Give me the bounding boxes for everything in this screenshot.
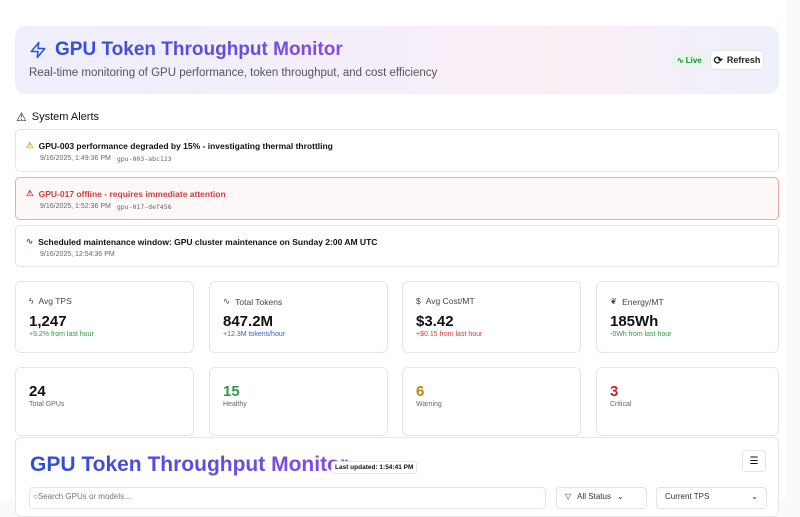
alert-warning: ⚠ GPU-003 performance degraded by 15% - i… [15, 129, 779, 172]
activity-icon: ∿ [26, 236, 34, 246]
sort-value: Current TPS [665, 492, 710, 501]
metric-change: +5.2% from last hour [29, 331, 94, 338]
warning-icon: ⚠ [16, 110, 27, 124]
alert-info: ∿ Scheduled maintenance window: GPU clust… [15, 225, 779, 267]
alert-time: 9/16/2025, 1:49:36 PM [40, 155, 111, 162]
metric-value: 185Wh [610, 313, 659, 330]
monitor-panel: GPU Token Throughput Monitor Last update… [15, 437, 779, 517]
list-view-button[interactable]: ☰ [742, 450, 766, 472]
count-label: Critical [610, 401, 632, 408]
sort-select[interactable]: Current TPS ⌄ [656, 487, 767, 509]
count-label: Total GPUs [29, 401, 65, 408]
count-card-warning: 6 Warning [402, 367, 581, 436]
alert-time: 9/16/2025, 12:54:36 PM [40, 251, 115, 258]
zap-icon: ϟ [29, 296, 34, 306]
metric-value: 847.2M [223, 313, 274, 330]
search-placeholder: Search GPUs or models... [37, 492, 131, 501]
filter-icon: ▽ [565, 492, 572, 501]
metric-card-avg-cost: $ Avg Cost/MT $3.42 +$0.15 from last hour [402, 281, 581, 353]
search-icon: ○ [33, 492, 38, 501]
status-filter-value: All Status [577, 492, 611, 501]
metric-label: Avg Cost/MT [425, 296, 475, 306]
live-badge: ∿ Live [672, 53, 707, 67]
refresh-icon: ⟳ [713, 54, 723, 67]
metric-value: 1,247 [29, 313, 67, 330]
alert-message: GPU-003 performance degraded by 15% - in… [38, 140, 333, 151]
metric-change: -0Wh from last hour [610, 331, 672, 338]
search-input[interactable]: ○Search GPUs or models... [29, 487, 546, 509]
metric-label: Total Tokens [235, 296, 283, 307]
warning-icon: ⚠ [26, 188, 34, 198]
count-label: Healthy [223, 401, 247, 408]
page-title: GPU Token Throughput Monitor [55, 39, 343, 60]
alerts-title: System Alerts [31, 111, 100, 123]
panel-title: GPU Token Throughput Monitor [30, 453, 349, 476]
alert-message: GPU-017 offline - requires immediate att… [38, 188, 226, 199]
metric-change: +$0.15 from last hour [416, 331, 483, 338]
count-value: 15 [223, 383, 240, 400]
alert-error: ⚠ GPU-017 offline - requires immediate at… [15, 177, 779, 220]
metric-value: $3.42 [416, 313, 454, 330]
page-subtitle: Real-time monitoring of GPU performance,… [29, 67, 438, 79]
list-icon: ☰ [749, 455, 759, 467]
activity-icon: ∿ [677, 55, 684, 65]
metric-card-total-tokens: ∿ Total Tokens 847.2M +12.3M tokens/hour [209, 281, 388, 353]
zap-icon [30, 41, 46, 59]
alert-gpu-id: gpu-003-abc123 [116, 155, 172, 163]
alert-message: Scheduled maintenance window: GPU cluste… [38, 236, 378, 247]
alerts-heading: ⚠ System Alerts [16, 110, 99, 124]
dollar-icon: $ [416, 296, 421, 306]
refresh-label: Refresh [726, 55, 761, 65]
count-value: 3 [610, 383, 619, 400]
metric-card-energy: ❦ Energy/MT 185Wh -0Wh from last hour [596, 281, 779, 353]
metric-label: Energy/MT [622, 296, 664, 307]
count-card-critical: 3 Critical [596, 367, 779, 436]
page: GPU Token Throughput Monitor Real-time m… [15, 26, 779, 517]
status-filter-select[interactable]: ▽ All Status ⌄ [556, 487, 647, 509]
alert-gpu-id: gpu-017-def456 [116, 203, 172, 211]
header-banner: GPU Token Throughput Monitor Real-time m… [15, 26, 779, 94]
last-updated-badge: Last updated: 1:54:41 PM [331, 461, 418, 474]
metric-change: +12.3M tokens/hour [223, 331, 286, 338]
leaf-icon: ❦ [610, 296, 618, 306]
live-label: Live [685, 55, 702, 65]
metric-label: Avg TPS [38, 296, 72, 306]
chevron-down-icon: ⌄ [751, 492, 758, 501]
count-label: Warning [416, 401, 442, 408]
warning-icon: ⚠ [26, 140, 34, 150]
count-card-healthy: 15 Healthy [209, 367, 388, 436]
count-value: 24 [29, 383, 46, 400]
metric-card-avg-tps: ϟ Avg TPS 1,247 +5.2% from last hour [15, 281, 194, 353]
refresh-button[interactable]: ⟳ Refresh [710, 50, 764, 70]
chevron-down-icon: ⌄ [616, 492, 624, 501]
count-card-total: 24 Total GPUs [15, 367, 194, 436]
activity-icon: ∿ [223, 296, 231, 306]
alert-time: 9/16/2025, 1:52:36 PM [40, 203, 111, 210]
count-value: 6 [416, 383, 425, 400]
